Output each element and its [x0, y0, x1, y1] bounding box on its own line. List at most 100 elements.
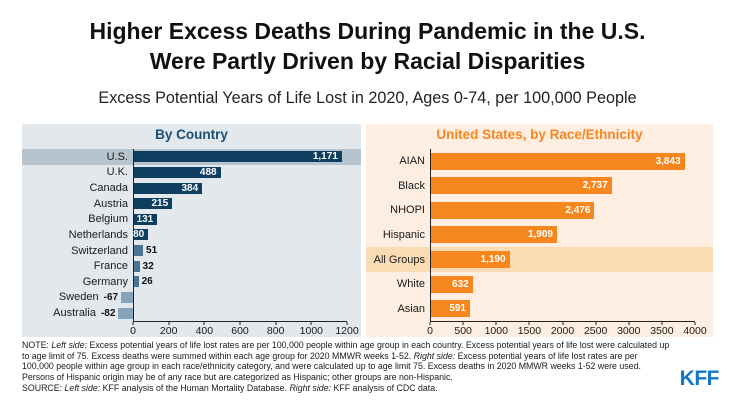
axis-tick-label: 200 — [159, 324, 178, 337]
value-label: -82 — [100, 307, 116, 319]
category-label: Sweden — [58, 291, 99, 304]
bar — [134, 276, 139, 288]
bar-row: NHOPI 2,476 — [366, 198, 713, 223]
bar — [134, 260, 140, 272]
bar-row: Canada 384 — [22, 180, 361, 196]
bar: 3,843 — [431, 152, 685, 170]
category-label: Austria — [93, 197, 128, 210]
value-label: 2,737 — [582, 180, 608, 192]
axis-tick-label: 0 — [427, 324, 433, 337]
category-label: U.S. — [106, 150, 128, 163]
axis-tick-label: 3000 — [617, 324, 641, 337]
bar: 1,909 — [431, 226, 557, 244]
axis-tick-label: 600 — [231, 324, 249, 337]
kff-logo: KFF — [679, 367, 720, 390]
bar-row: All Groups 1,190 — [366, 247, 713, 272]
axis-tick-label: 2500 — [583, 324, 608, 337]
axis-tick — [275, 321, 277, 325]
bar: 1,171 — [134, 151, 342, 163]
bar-row: Austria 215 — [22, 195, 361, 212]
category-label: All Groups — [373, 253, 425, 266]
axis-tick-label: 1200 — [335, 324, 359, 337]
value-label: 131 — [136, 213, 154, 225]
axis-tick-label: 800 — [266, 324, 285, 337]
source-text: SOURCE: Left side: KFF analysis of the H… — [22, 382, 438, 393]
axis-tick-label: 1000 — [484, 324, 508, 337]
bar-row: Netherlands 80 — [22, 227, 361, 243]
value-label: 632 — [452, 278, 469, 290]
bar: 384 — [134, 182, 203, 194]
bar-row: White 632 — [366, 271, 713, 297]
value-label: -67 — [103, 291, 119, 303]
value-label: 32 — [142, 260, 154, 272]
value-label: 80 — [133, 229, 145, 241]
category-label: Belgium — [88, 213, 128, 226]
bar-row: AIAN 3,843 — [366, 149, 713, 174]
bar: 1,190 — [431, 251, 510, 269]
category-label: France — [93, 260, 128, 273]
category-label: Asian — [397, 302, 425, 315]
bar-row: Black 2,737 — [366, 173, 713, 199]
chart-title: Higher Excess Deaths During Pandemic in … — [0, 16, 735, 77]
axis-tick — [495, 321, 497, 325]
axis-tick-label: 4000 — [683, 324, 707, 337]
category-label: U.K. — [106, 166, 128, 179]
bar: 591 — [431, 300, 470, 318]
by-country-x-axis: 0 200 400 600 800 1000 1200 — [130, 320, 359, 337]
bar-row: Belgium 131 — [22, 211, 361, 228]
bar: 488 — [134, 166, 221, 178]
axis-tick — [562, 321, 563, 325]
axis-tick — [132, 321, 134, 325]
bar — [134, 245, 144, 257]
by-country-title: By Country — [155, 127, 228, 142]
bar: 80 — [133, 229, 149, 241]
bar: 2,737 — [431, 177, 612, 195]
by-country-bars: U.S. 1,171 U.K. 488 Canada 384 Austria 215 Belgi… — [22, 149, 361, 321]
bar-row: Asian 591 — [366, 296, 713, 321]
chart-subtitle: Excess Potential Years of Life Lost in 2… — [98, 89, 637, 107]
chart-title-line-1: Higher Excess Deaths During Pandemic in … — [89, 18, 646, 44]
axis-tick — [694, 321, 696, 325]
axis-tick-label: 2000 — [550, 324, 575, 337]
category-label: Hispanic — [382, 228, 425, 241]
race-ethnicity-title: United States, by Race/Ethnicity — [436, 127, 643, 142]
category-label: Netherlands — [68, 228, 128, 241]
axis-tick — [595, 321, 597, 325]
value-label: 51 — [146, 245, 158, 257]
bar: 215 — [134, 198, 173, 210]
axis-tick-label: 3500 — [650, 324, 674, 337]
category-label: Australia — [53, 307, 96, 320]
category-label: Canada — [89, 182, 128, 195]
axis-tick-label: 1000 — [299, 324, 324, 337]
race-ethnicity-bars: AIAN 3,843 Black 2,737 NHOPI 2,476 Hispanic 1,9… — [366, 149, 713, 321]
axis-tick — [346, 321, 348, 325]
value-label: 488 — [199, 166, 217, 178]
axis-tick — [462, 321, 464, 325]
negative-bar — [118, 307, 133, 319]
axis-tick — [203, 321, 205, 325]
bar-row: France 32 — [22, 258, 361, 274]
value-label: 1,909 — [527, 229, 553, 241]
bar: 2,476 — [431, 201, 595, 219]
axis-tick — [310, 321, 312, 325]
bar-row: Australia -82 — [22, 305, 361, 321]
category-label: Switzerland — [71, 244, 128, 257]
bar-row: U.K. 488 — [22, 164, 361, 181]
value-label: 591 — [449, 303, 466, 315]
category-label: NHOPI — [390, 204, 425, 217]
axis-tick — [528, 321, 530, 325]
negative-bar — [121, 291, 133, 303]
category-label: Germany — [82, 275, 128, 288]
category-label: AIAN — [399, 155, 425, 168]
category-label: Black — [398, 179, 425, 192]
value-label: 384 — [181, 182, 199, 194]
bar-row: Germany 26 — [22, 274, 361, 290]
bar-row: U.S. 1,171 — [22, 149, 361, 165]
axis-tick — [628, 321, 630, 325]
axis-tick — [429, 321, 431, 325]
race-ethnicity-chart-panel: United States, by Race/Ethnicity AIAN 3,8… — [366, 124, 713, 337]
value-label: 26 — [141, 276, 153, 288]
footnotes: NOTE: Left side: Excess potential years … — [22, 340, 670, 394]
bar-row: Switzerland 51 — [22, 242, 361, 259]
